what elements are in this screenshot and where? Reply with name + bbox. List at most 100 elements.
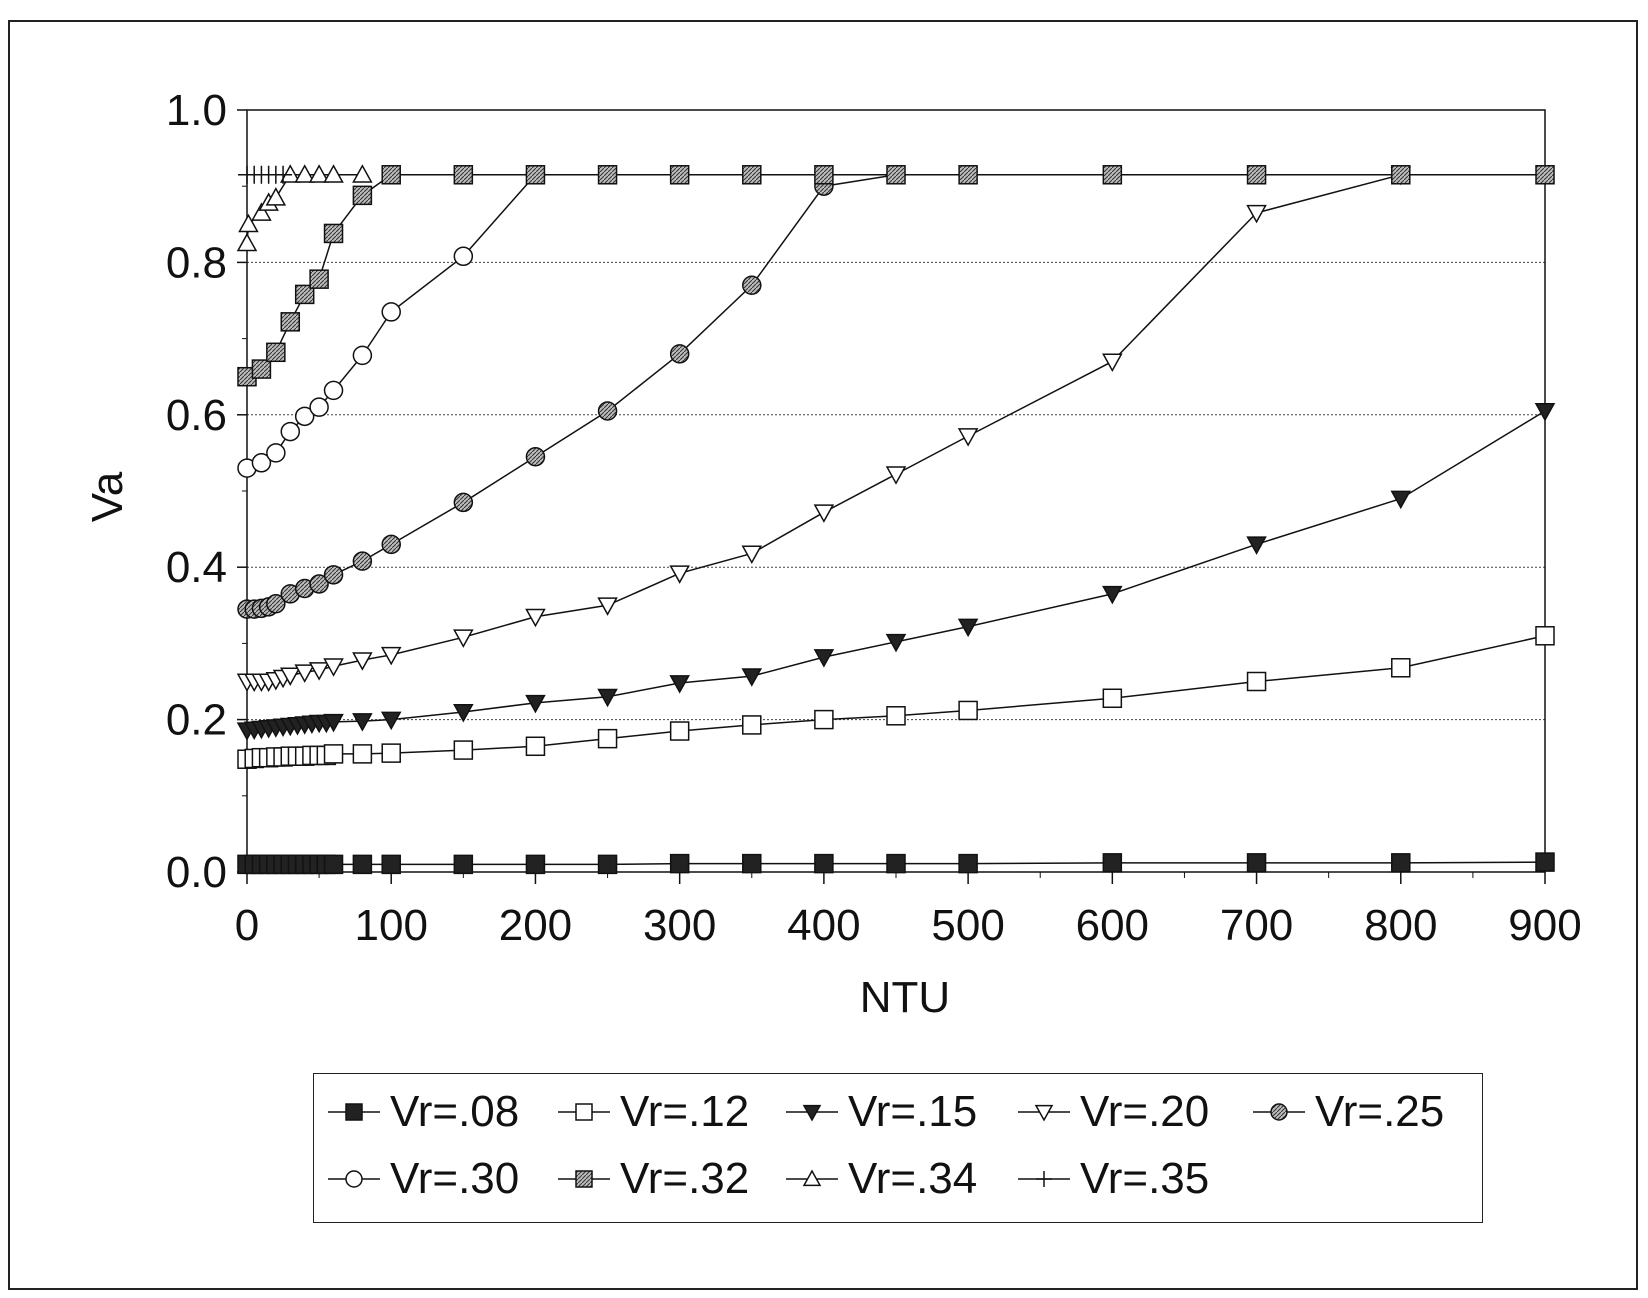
axes xyxy=(237,109,1546,884)
data-point xyxy=(453,492,474,513)
legend-label: Vr=.35 xyxy=(1080,1154,1210,1203)
y-tick-label: 1.0 xyxy=(166,86,227,135)
data-point xyxy=(814,709,834,730)
data-point xyxy=(525,165,546,185)
data-point xyxy=(1246,165,1267,185)
x-tick-label: 400 xyxy=(787,901,860,950)
data-point xyxy=(525,608,546,628)
series-Vr=.35 xyxy=(238,165,293,184)
legend-swatch xyxy=(1018,1171,1070,1187)
legend-item: Vr=.20 xyxy=(1014,1082,1209,1142)
data-point xyxy=(323,744,344,764)
data-point xyxy=(957,428,979,447)
data-point xyxy=(381,302,401,322)
data-point xyxy=(958,700,978,721)
data-point xyxy=(1270,1103,1288,1121)
legend-swatch xyxy=(328,1170,380,1188)
x-tick-label: 800 xyxy=(1364,901,1437,950)
data-point xyxy=(381,854,401,875)
data-point xyxy=(741,545,763,565)
data-point xyxy=(294,164,315,183)
series-line xyxy=(246,174,1545,378)
data-point xyxy=(274,165,293,184)
data-point xyxy=(280,421,301,442)
data-point xyxy=(352,164,373,183)
data-point xyxy=(380,711,402,731)
data-point xyxy=(381,743,401,763)
data-point xyxy=(251,202,272,221)
legend-swatch xyxy=(328,1103,380,1121)
data-point xyxy=(597,854,618,875)
series-Vr=.20 xyxy=(236,166,1412,693)
data-point xyxy=(814,165,834,185)
x-tick-label: 0 xyxy=(235,901,259,950)
x-tick-label: 600 xyxy=(1076,901,1149,950)
data-point xyxy=(1036,1171,1052,1187)
data-point xyxy=(1535,165,1555,185)
data-point xyxy=(1102,853,1123,873)
chart-frame xyxy=(8,20,1638,1290)
series-Vr=.12 xyxy=(237,626,1555,769)
data-point xyxy=(669,675,690,694)
data-point xyxy=(802,1104,822,1122)
legend-label: Vr=.30 xyxy=(390,1154,520,1203)
data-point xyxy=(669,344,690,364)
data-point xyxy=(886,165,906,185)
series-line xyxy=(247,174,897,610)
data-point xyxy=(669,721,690,741)
data-point xyxy=(345,1170,363,1188)
data-point xyxy=(669,165,690,185)
data-point xyxy=(1390,490,1412,510)
legend-swatch xyxy=(1018,1104,1070,1122)
data-point xyxy=(886,853,906,874)
data-point xyxy=(251,359,272,379)
data-point xyxy=(323,380,344,401)
legend-swatch xyxy=(786,1169,838,1187)
data-point xyxy=(309,397,329,417)
legend-swatch xyxy=(558,1170,610,1188)
data-point xyxy=(309,269,329,289)
y-tick-label: 0.4 xyxy=(166,543,227,592)
data-point xyxy=(1391,853,1411,873)
x-tick-label: 200 xyxy=(499,901,572,950)
tick-labels: 0.0 0.2 0.4 0.6 0.8 1.0 0 100 200 300 400 500 600 700… xyxy=(166,86,1582,950)
data-point xyxy=(802,1169,822,1187)
series-Vr=.08 xyxy=(237,852,1555,875)
data-point xyxy=(280,312,301,332)
x-tick-label: 700 xyxy=(1220,901,1293,950)
y-tick-label: 0.2 xyxy=(166,696,227,745)
legend: Vr=.08 Vr=.12 Vr=.15 Vr=.20 Vr=.25 Vr=.30 Vr=.… xyxy=(313,1073,1483,1223)
data-point xyxy=(1534,403,1556,422)
legend-item: Vr=.30 xyxy=(324,1149,519,1209)
data-point xyxy=(265,187,287,206)
plot-area xyxy=(246,109,1546,873)
y-tick-label: 0.8 xyxy=(166,238,227,287)
data-point xyxy=(453,704,474,723)
data-point xyxy=(345,1103,363,1121)
data-point xyxy=(251,453,272,473)
legend-label: Vr=.15 xyxy=(848,1087,978,1136)
data-point xyxy=(1246,671,1267,692)
series-line xyxy=(247,174,1401,683)
data-point xyxy=(958,165,978,185)
legend-label: Vr=.12 xyxy=(620,1087,750,1136)
data-point xyxy=(575,1170,593,1188)
data-point xyxy=(575,1103,593,1121)
data-point xyxy=(294,284,315,305)
data-point xyxy=(236,232,258,252)
y-tick-label: 0.0 xyxy=(166,848,227,897)
data-point xyxy=(597,597,618,616)
data-point xyxy=(1102,585,1123,605)
data-point xyxy=(1246,536,1267,555)
data-point xyxy=(266,342,286,363)
data-point xyxy=(1391,165,1411,185)
data-point xyxy=(266,594,286,614)
data-point xyxy=(1102,688,1123,709)
data-point xyxy=(323,658,344,677)
x-axis-label: NTU xyxy=(860,973,950,1022)
data-point xyxy=(453,629,474,648)
legend-swatch xyxy=(558,1103,610,1121)
legend-item: Vr=.32 xyxy=(554,1149,749,1209)
data-point xyxy=(525,736,546,757)
legend-swatch xyxy=(1253,1103,1305,1121)
